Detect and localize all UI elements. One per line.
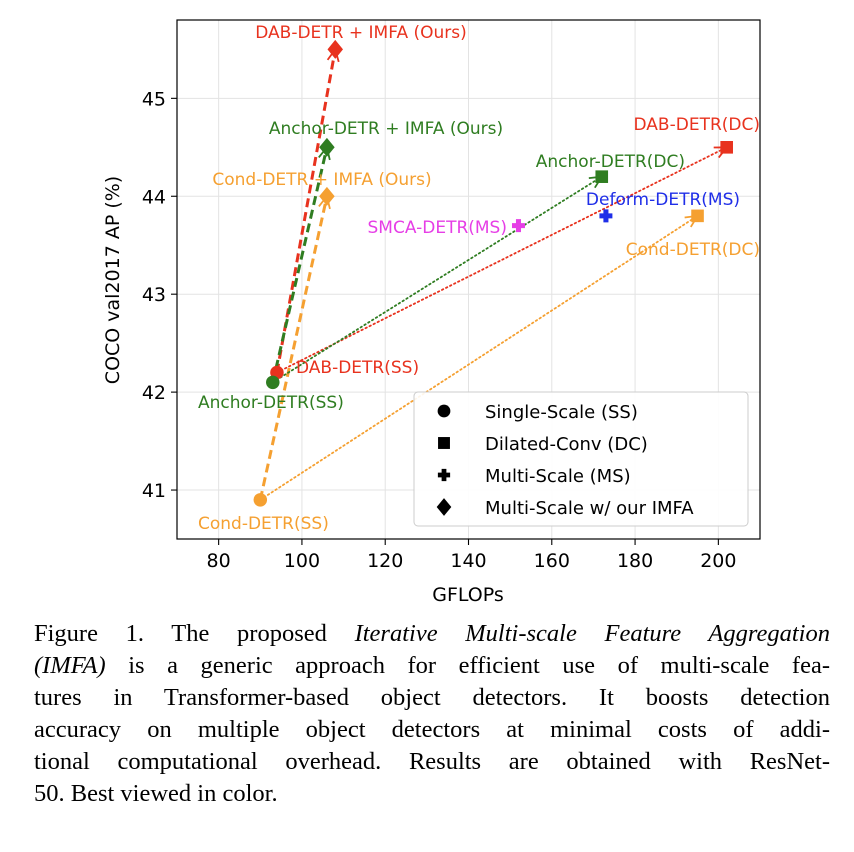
marker-cond-ss [253, 493, 268, 507]
caption-segment: 50. Best viewed in color. [34, 780, 278, 807]
caption-line: Figure 1. The proposed Iterative Multi-s… [34, 618, 830, 650]
arrow-anchor-ss-to-anchor-dc [271, 175, 604, 384]
chart: 80 100 120 140 160 180 200 41 42 43 44 45 DAB-DETR(… [102, 19, 761, 606]
legend-item-square: Dilated-Conv (DC) [438, 434, 648, 455]
caption-segment: tional computational overhead. Results a… [34, 748, 830, 775]
legend-item-circle: Single-Scale (SS) [437, 402, 638, 423]
figure-caption: Figure 1. The proposed Iterative Multi-s… [34, 618, 830, 810]
legend-item-plus: Multi-Scale (MS) [437, 466, 631, 487]
x-tick-label: 100 [284, 550, 320, 572]
legend-label: Multi-Scale w/ our IMFA [485, 498, 694, 519]
marker-anchor-ss [266, 375, 280, 390]
marker-cond-imfa [319, 186, 335, 206]
caption-italic-segment: Iterative Multi-scale Feature Aggregatio… [354, 620, 830, 647]
label-anchor-imfa: Anchor-DETR + IMFA (Ours) [269, 119, 503, 139]
circle-icon [437, 404, 451, 418]
x-tick-label: 200 [700, 550, 736, 572]
x-tick-label: 140 [450, 550, 486, 572]
caption-line: tures in Transformer-based object detect… [34, 682, 830, 714]
square-icon [438, 437, 450, 449]
plot-frame [176, 19, 761, 540]
marker-anchor-imfa [319, 137, 335, 157]
y-tick-label: 45 [142, 88, 166, 110]
label-dab-dc: DAB-DETR(DC) [634, 115, 760, 135]
label-anchor-ss: Anchor-DETR(SS) [198, 393, 344, 413]
x-tick-label: 120 [367, 550, 403, 572]
y-tick-label: 44 [142, 186, 166, 208]
x-tick-label: 160 [534, 550, 570, 572]
caption-line: 50. Best viewed in color. [34, 778, 830, 810]
caption-segment: is a generic approach for efficient use … [105, 652, 830, 679]
arrows [258, 47, 729, 501]
y-axis-label: COCO val2017 AP (%) [102, 176, 124, 384]
diamond-icon [436, 498, 452, 516]
legend-box [413, 391, 749, 527]
arrow-cond-ss-to-cond-imfa [258, 194, 331, 501]
label-deform-ms: Deform-DETR(MS) [586, 190, 740, 210]
legend-label: Multi-Scale (MS) [485, 466, 631, 487]
point-labels: DAB-DETR(SS) Anchor-DETR(SS) Cond-DETR(SS)… [198, 23, 760, 534]
caption-segment: Figure 1. The proposed [34, 620, 355, 647]
axis-ticks: 80 100 120 140 160 180 200 41 42 43 44 45 [142, 88, 737, 572]
marker-anchor-dc [595, 170, 609, 183]
marker-dab-dc [720, 141, 733, 154]
label-smca-ms: SMCA-DETR(MS) [368, 218, 507, 238]
caption-line: (IMFA) is a generic approach for efficie… [34, 650, 830, 682]
label-cond-ss: Cond-DETR(SS) [198, 514, 329, 534]
label-dab-ss: DAB-DETR(SS) [296, 358, 419, 378]
plus-icon [437, 468, 451, 482]
caption-italic-segment: (IMFA) [34, 652, 106, 679]
caption-line: tional computational overhead. Results a… [34, 746, 830, 778]
marker-deform-ms [599, 209, 613, 223]
label-anchor-dc: Anchor-DETR(DC) [536, 152, 685, 172]
label-cond-dc: Cond-DETR(DC) [626, 240, 760, 260]
caption-line: accuracy on multiple object detectors at… [34, 714, 830, 746]
markers [253, 39, 733, 507]
y-tick-label: 41 [142, 480, 166, 502]
marker-cond-dc [691, 209, 704, 223]
legend-item-diamond: Multi-Scale w/ our IMFA [436, 498, 694, 519]
y-tick-label: 42 [142, 382, 166, 404]
marker-smca-ms [511, 219, 525, 233]
y-tick-label: 43 [142, 284, 166, 306]
legend-label: Single-Scale (SS) [485, 402, 638, 423]
legend-label: Dilated-Conv (DC) [485, 434, 648, 455]
x-tick-label: 180 [617, 550, 653, 572]
legend: Single-Scale (SS) Dilated-Conv (DC) Multi-… [413, 391, 749, 527]
caption-segment: accuracy on multiple object detectors at… [34, 716, 830, 743]
caption-segment: tures in Transformer-based object detect… [34, 684, 830, 711]
x-tick-label: 80 [207, 550, 231, 572]
x-axis-label: GFLOPs [432, 584, 504, 606]
marker-dab-imfa [327, 39, 343, 59]
label-cond-imfa: Cond-DETR + IMFA (Ours) [212, 170, 431, 190]
label-dab-imfa: DAB-DETR + IMFA (Ours) [255, 23, 467, 43]
